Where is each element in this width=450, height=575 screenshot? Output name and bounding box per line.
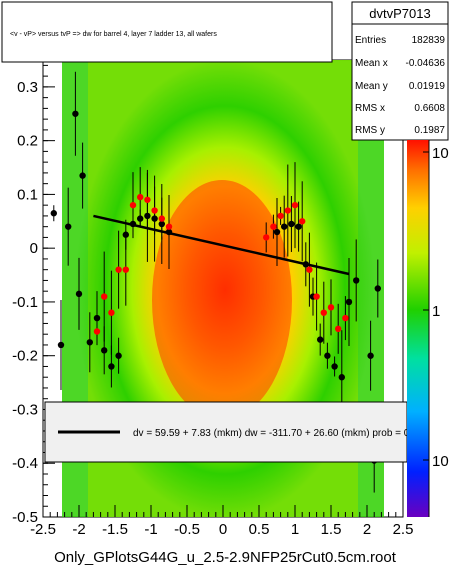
data-point (144, 196, 151, 203)
data-point (151, 207, 158, 214)
data-point (284, 207, 291, 214)
data-point (158, 215, 165, 222)
data-point (93, 328, 101, 335)
x-tick-label: -2.5 (30, 521, 56, 538)
data-point (101, 347, 108, 354)
data-point (115, 266, 122, 273)
data-point (295, 223, 302, 230)
data-point (72, 110, 79, 117)
stats-name: dvtvP7013 (369, 6, 430, 21)
data-point (306, 266, 313, 273)
data-point (353, 277, 360, 284)
fit-legend-text: dv = 59.59 + 7.83 (mkm) dw = -311.70 + 2… (133, 428, 429, 439)
x-tick-label: 2.5 (393, 521, 414, 538)
data-point (65, 223, 72, 230)
data-point (338, 374, 345, 381)
x-tick-label: -1 (144, 521, 157, 538)
stats-meanx-label: Mean x (355, 58, 388, 69)
stats-entries-label: Entries (355, 35, 386, 46)
footer-filename: Only_GPlotsG44G_u_2.5-2.9NFP25rCut0.5cm.… (54, 549, 396, 566)
y-tick-label: -0.1 (12, 294, 38, 311)
data-point (342, 314, 349, 322)
data-point (115, 352, 122, 359)
x-tick-label: 1 (291, 521, 299, 538)
data-point (101, 293, 108, 300)
data-point (93, 314, 101, 322)
data-point (137, 193, 144, 201)
data-point (313, 293, 320, 300)
data-point (129, 201, 137, 209)
data-point (263, 234, 270, 241)
stats-entries-value: 182839 (412, 35, 446, 46)
y-tick-label: 0.1 (17, 186, 38, 203)
data-point (273, 228, 281, 236)
data-point (374, 285, 381, 292)
data-point (324, 352, 331, 359)
y-tick-label: 0 (30, 240, 38, 257)
data-point (79, 172, 86, 179)
x-tick-label: 1.5 (321, 521, 342, 538)
data-point (281, 223, 288, 230)
color-scale: 10 1 10 (407, 140, 449, 517)
stats-rmsy-value: 0.1987 (414, 125, 445, 136)
data-point (331, 363, 338, 370)
color-scale-label-top: 10 (432, 145, 449, 162)
stats-rmsy-label: RMS y (355, 125, 385, 136)
data-point (277, 212, 284, 220)
x-tick-label: 0 (219, 521, 227, 538)
y-tick-label: 0.2 (17, 133, 38, 150)
x-tick-label: -0.5 (174, 521, 200, 538)
data-point (108, 363, 115, 370)
y-tick-label: -0.3 (12, 401, 38, 418)
stats-rmsx-value: 0.6608 (414, 103, 445, 114)
points-layer (50, 60, 381, 493)
stats-meany-value: 0.01919 (409, 81, 446, 92)
color-scale-label-low: 10 (432, 453, 449, 470)
stats-meanx-value: -0.04636 (406, 58, 446, 69)
data-point (335, 325, 342, 333)
data-point (270, 223, 277, 230)
data-point (75, 290, 83, 298)
chart-title: <v - vP> versus tvP => dw for barrel 4, … (10, 31, 217, 38)
data-point (86, 339, 94, 346)
data-point (50, 210, 57, 217)
data-point (165, 223, 173, 230)
y-tick-label: -0.5 (12, 509, 38, 526)
data-point (345, 298, 353, 306)
color-scale-label-mid: 1 (432, 303, 440, 320)
data-point (288, 220, 295, 228)
data-point (108, 309, 115, 316)
data-point (367, 352, 374, 359)
data-point (57, 341, 65, 349)
stats-box: dvtvP7013 Entries 182839 Mean x -0.04636… (351, 1, 449, 141)
axes-layer: -2.5 -2 -1.5 -1 -0.5 0 0.5 1 1.5 2 2.5 -0.5 -0.4 -0.3… (12, 64, 414, 538)
x-tick-label: -2 (72, 521, 85, 538)
x-tick-label: -1.5 (102, 521, 128, 538)
fit-legend: dv = 59.59 + 7.83 (mkm) dw = -311.70 + 2… (44, 401, 429, 463)
data-point (302, 261, 309, 268)
y-tick-label: 0.3 (17, 79, 38, 96)
data-point (317, 336, 324, 343)
title-box: <v - vP> versus tvP => dw for barrel 4, … (1, 1, 333, 63)
data-point (291, 201, 299, 209)
y-tick-label: -0.2 (12, 348, 38, 365)
stats-rmsx-label: RMS x (355, 103, 385, 114)
data-point (122, 266, 129, 273)
data-point (320, 309, 327, 316)
stats-meany-label: Mean y (355, 81, 388, 92)
data-point (299, 218, 306, 225)
data-point (327, 304, 335, 311)
y-tick-label: -0.4 (12, 455, 38, 472)
x-tick-label: 0.5 (249, 521, 270, 538)
x-tick-label: 2 (363, 521, 371, 538)
